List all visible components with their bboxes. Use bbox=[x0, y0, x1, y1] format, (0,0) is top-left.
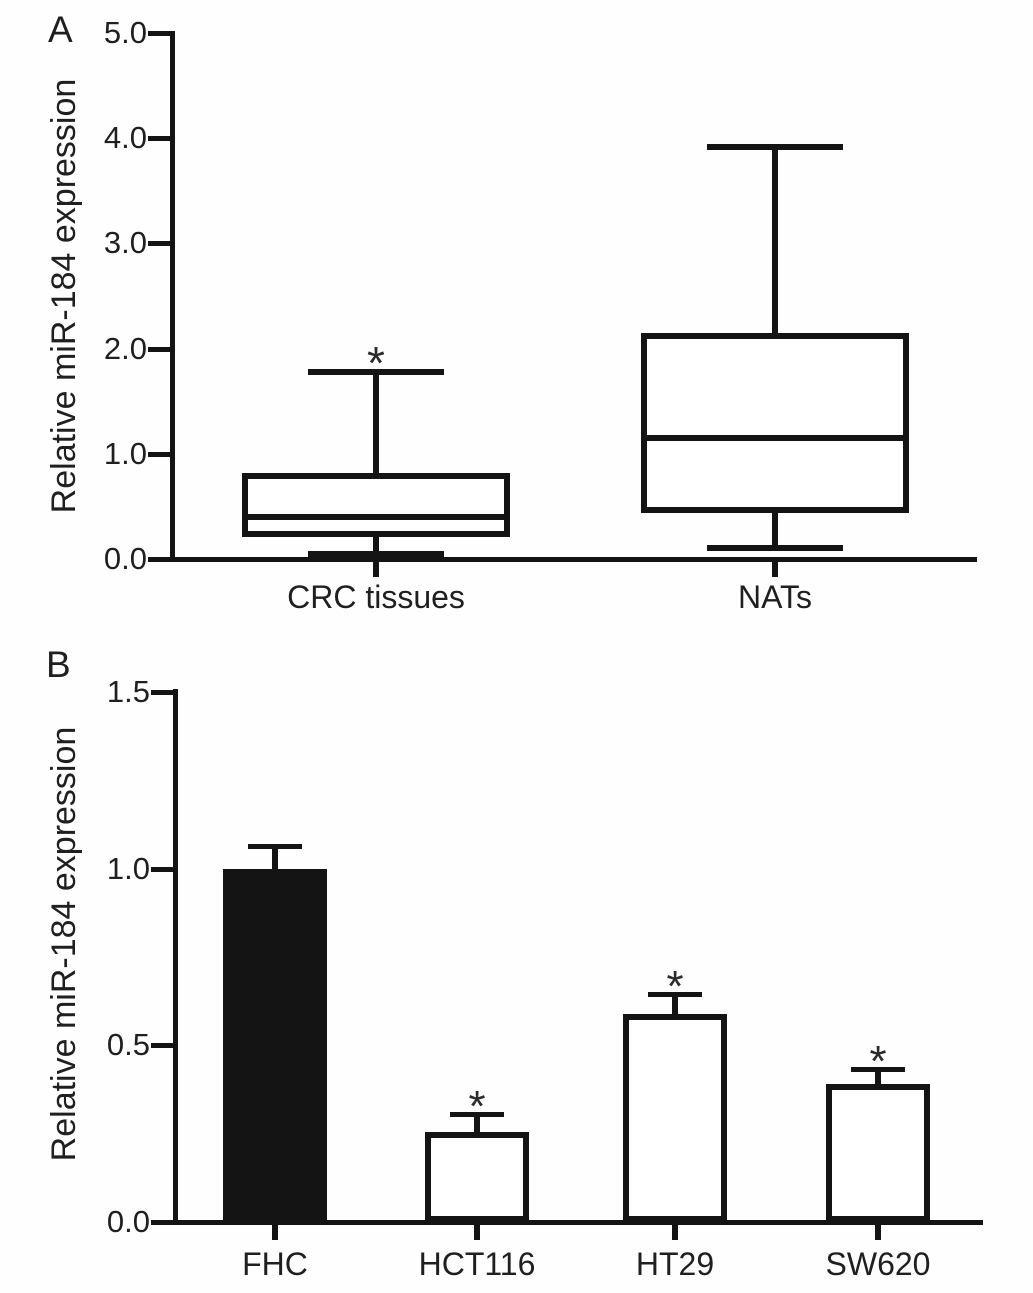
panel-a-boxplot: 0.0 1.0 2.0 3.0 4.0 5.0 * CRC tissues NATs bbox=[0, 0, 1033, 646]
error-bar-hct116 bbox=[474, 1113, 480, 1135]
median-line-nats bbox=[641, 435, 909, 442]
y-tick-mark bbox=[151, 690, 173, 696]
y-tick-mark bbox=[148, 31, 170, 36]
bar-sw620 bbox=[826, 1084, 930, 1222]
category-tick-mark bbox=[672, 1225, 678, 1240]
y-tick-mark bbox=[148, 136, 170, 142]
box-crc-tissues bbox=[242, 472, 510, 537]
y-tick-label: 5.0 bbox=[103, 15, 147, 50]
category-label-fhc: FHC bbox=[242, 1246, 308, 1282]
y-tick-label: 1.0 bbox=[106, 850, 150, 886]
category-label-ht29: HT29 bbox=[635, 1246, 715, 1282]
error-bar-sw620 bbox=[875, 1069, 881, 1088]
category-label-nats: NATs bbox=[737, 579, 813, 615]
panel-a-letter: A bbox=[48, 9, 73, 50]
upper-whisker-crc-tissues bbox=[373, 371, 379, 473]
significance-asterisk-hct116: * bbox=[468, 1081, 486, 1131]
error-bar-cap-fhc bbox=[248, 843, 302, 849]
y-tick-mark bbox=[148, 346, 170, 352]
lower-whisker-cap-nats bbox=[707, 545, 843, 552]
y-tick-label: 3.0 bbox=[103, 225, 147, 261]
significance-asterisk-sw620: * bbox=[869, 1037, 887, 1087]
error-bar-ht29 bbox=[672, 994, 678, 1017]
significance-asterisk-ht29: * bbox=[666, 962, 684, 1012]
lower-whisker-crc-tissues bbox=[373, 536, 379, 554]
upper-whisker-nats bbox=[772, 146, 778, 333]
x-axis-line bbox=[173, 1220, 983, 1225]
upper-whisker-cap-crc-tissues bbox=[308, 368, 444, 375]
y-tick-mark bbox=[148, 241, 170, 247]
y-axis-line bbox=[173, 689, 178, 1225]
error-bar-cap-sw620 bbox=[851, 1067, 905, 1073]
lower-whisker-nats bbox=[772, 512, 778, 549]
bar-hct116 bbox=[425, 1131, 529, 1222]
category-tick-mark bbox=[272, 1225, 278, 1240]
panel-b-letter: B bbox=[46, 644, 71, 685]
lower-whisker-cap-crc-tissues bbox=[308, 550, 444, 557]
y-tick-mark bbox=[151, 1220, 173, 1225]
y-axis-line bbox=[170, 31, 175, 562]
y-tick-label: 0.5 bbox=[106, 1027, 150, 1063]
y-tick-label: 0.0 bbox=[106, 1204, 150, 1239]
category-label-crc-tissues: CRC tissues bbox=[287, 579, 465, 615]
y-tick-mark bbox=[151, 1043, 173, 1049]
category-label-hct116: HCT116 bbox=[418, 1246, 536, 1282]
y-tick-mark bbox=[151, 866, 173, 872]
y-tick-mark bbox=[148, 451, 170, 457]
y-tick-label: 0.0 bbox=[103, 541, 147, 576]
upper-whisker-cap-nats bbox=[707, 143, 843, 150]
error-bar-fhc bbox=[272, 845, 278, 872]
category-tick-mark bbox=[772, 562, 778, 577]
category-label-sw620: SW620 bbox=[825, 1246, 931, 1282]
error-bar-cap-ht29 bbox=[648, 992, 702, 998]
y-tick-mark bbox=[148, 557, 170, 562]
box-nats bbox=[641, 332, 909, 513]
bar-fhc bbox=[223, 868, 327, 1222]
median-line-crc-tissues bbox=[242, 513, 510, 520]
x-axis-line bbox=[170, 557, 977, 562]
significance-asterisk-crc-tissues: * bbox=[367, 336, 385, 389]
bar-ht29 bbox=[623, 1013, 727, 1222]
y-tick-label: 4.0 bbox=[103, 120, 147, 156]
category-tick-mark bbox=[474, 1225, 480, 1240]
y-tick-label: 1.0 bbox=[103, 435, 147, 471]
y-tick-label: 2.0 bbox=[103, 330, 147, 366]
y-tick-label: 1.5 bbox=[106, 674, 150, 710]
category-tick-mark bbox=[373, 562, 379, 577]
category-tick-mark bbox=[875, 1225, 881, 1240]
error-bar-cap-hct116 bbox=[450, 1111, 504, 1117]
